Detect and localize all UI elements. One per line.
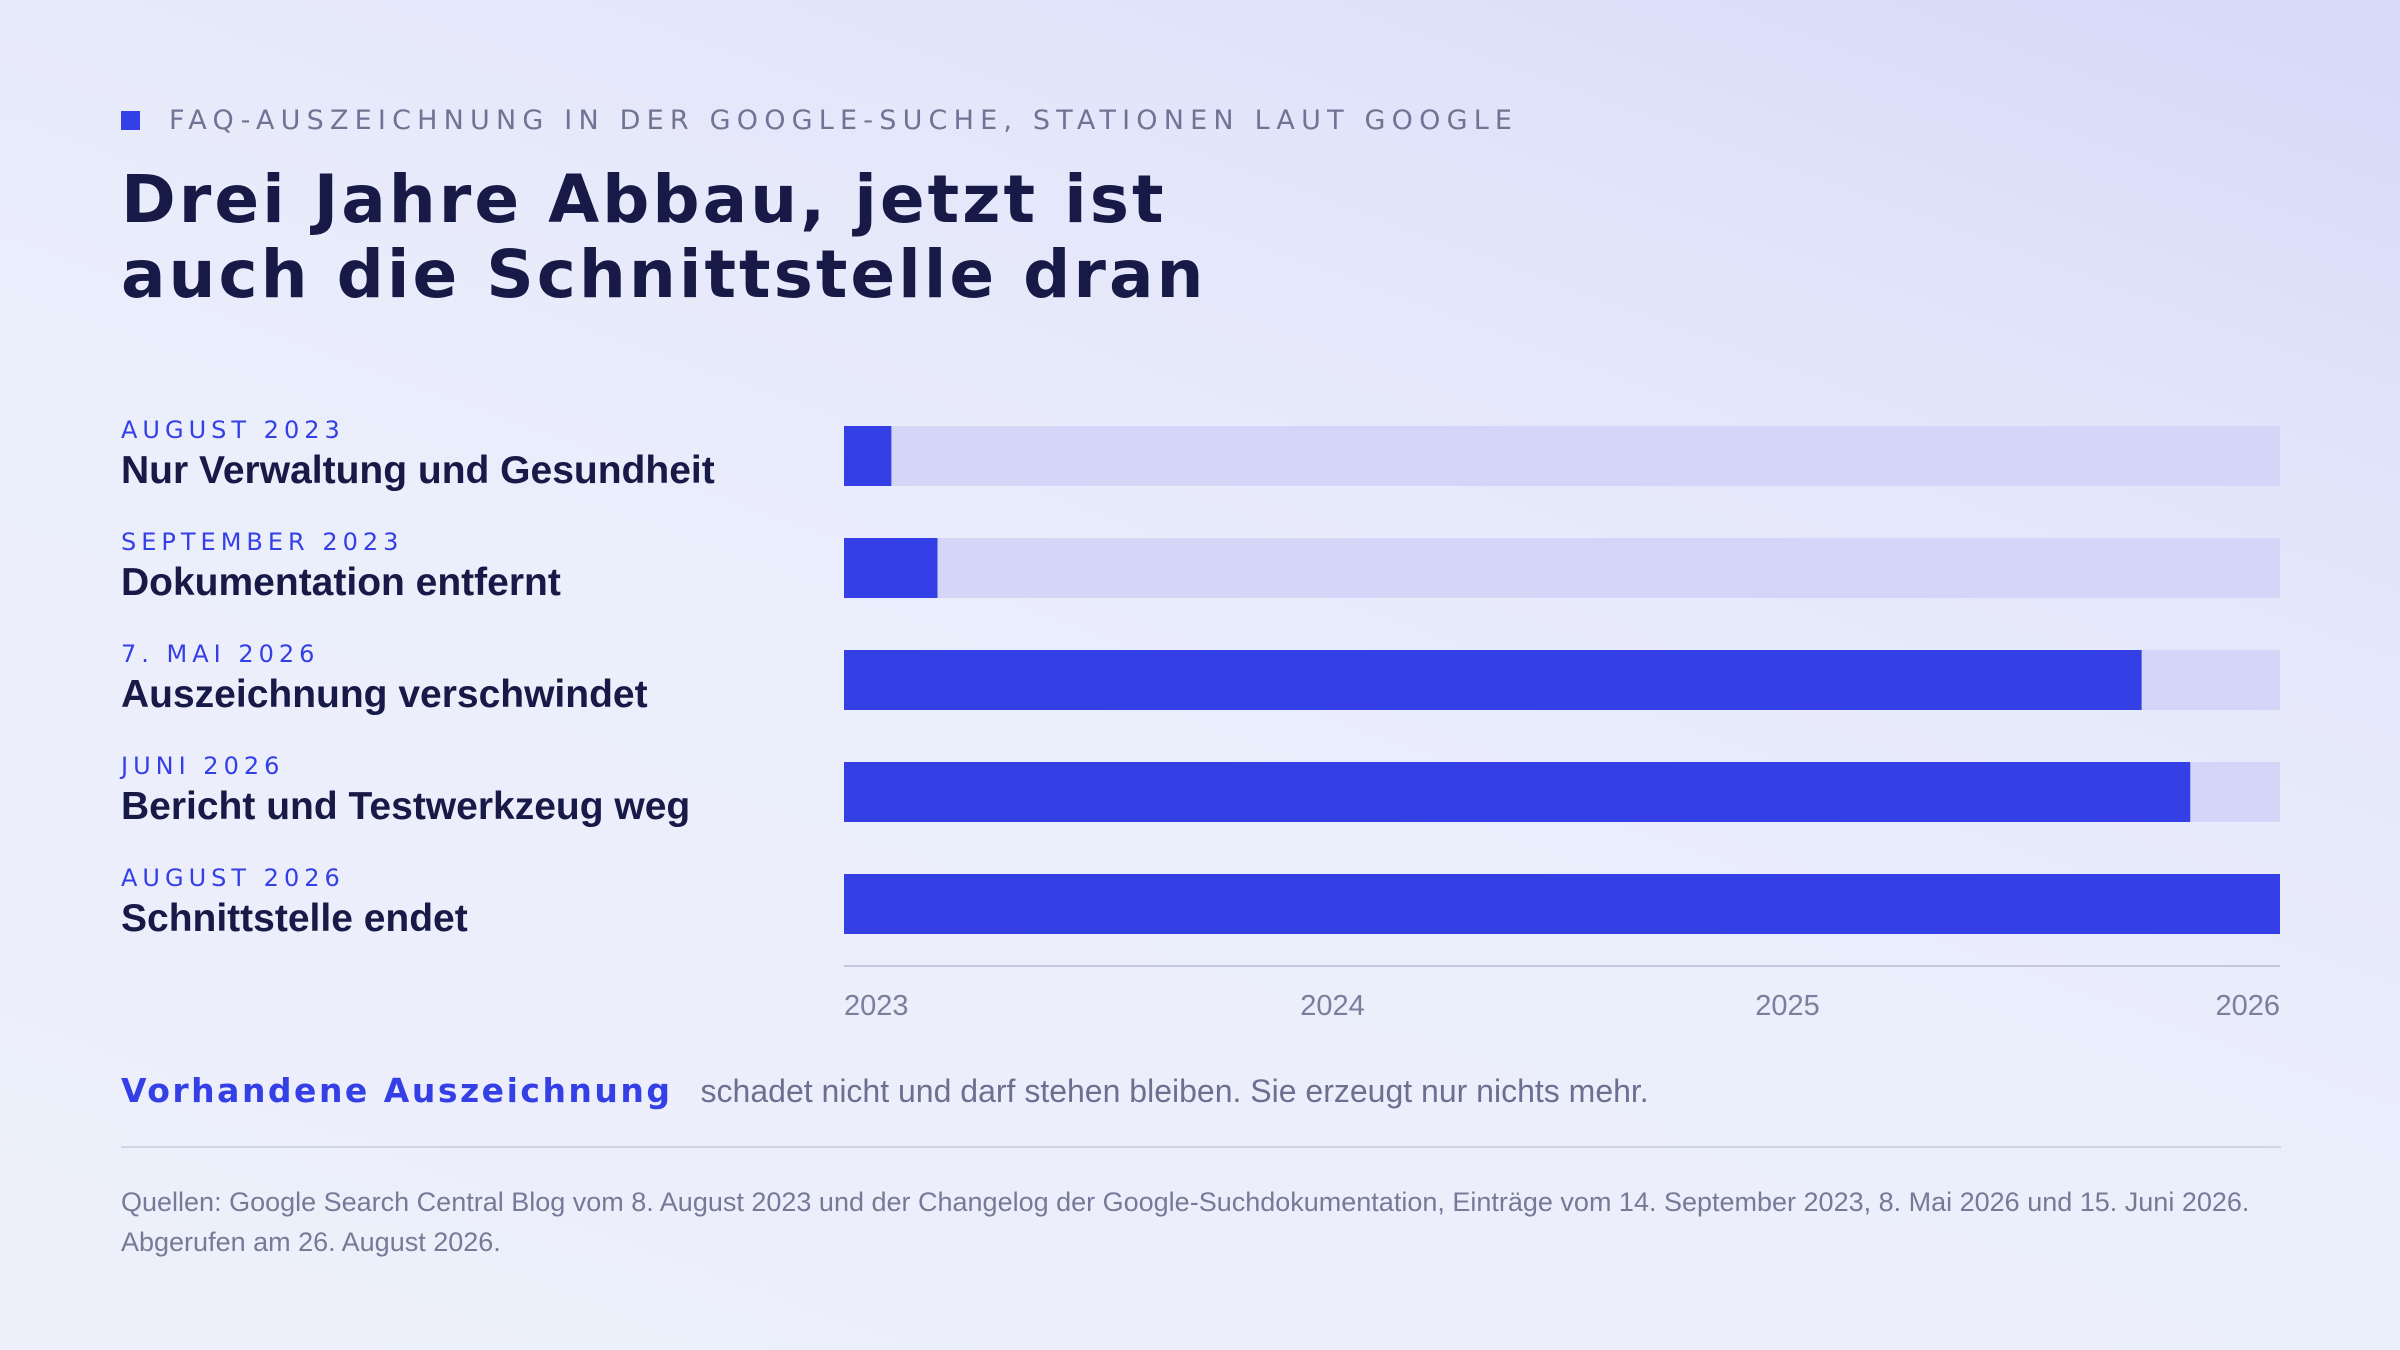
- headline-line-2: auch die Schnittstelle dran: [121, 236, 1207, 313]
- kicker: FAQ-AUSZEICHNUNG IN DER GOOGLE-SUCHE, ST…: [121, 104, 1518, 136]
- row-label-2: 7. MAI 2026 Auszeichnung verschwindet: [121, 639, 821, 719]
- footer-note: Vorhandene Auszeichnung schadet nicht un…: [121, 1071, 1649, 1110]
- row-label-0: AUGUST 2023 Nur Verwaltung und Gesundhei…: [121, 415, 821, 495]
- kicker-square-icon: [121, 110, 140, 130]
- row-title: Nur Verwaltung und Gesundheit: [121, 449, 715, 492]
- footer-text: schadet nicht und darf stehen bleiben. S…: [700, 1073, 1649, 1109]
- bar-1: [844, 538, 938, 598]
- row-label-1: SEPTEMBER 2023 Dokumentation entfernt: [121, 527, 821, 607]
- row-date: 7. MAI 2026: [121, 640, 320, 668]
- x-tick-label-3: 2026: [2215, 990, 2280, 1022]
- page-title: Drei Jahre Abbau, jetzt ist auch die Sch…: [121, 162, 1421, 312]
- row-title: Schnittstelle endet: [121, 897, 468, 940]
- divider: [121, 1146, 2281, 1148]
- bar-3: [844, 762, 2191, 822]
- bar-track-0: [844, 426, 2280, 486]
- row-date: AUGUST 2026: [121, 864, 345, 892]
- x-tick-label-2: 2025: [1755, 990, 1820, 1022]
- bar-0: [844, 426, 892, 486]
- row-title: Auszeichnung verschwindet: [121, 673, 648, 716]
- row-date: AUGUST 2023: [121, 416, 345, 444]
- row-title: Bericht und Testwerkzeug weg: [121, 785, 691, 828]
- sources-note: Quellen: Google Search Central Blog vom …: [121, 1187, 2250, 1257]
- bar-4: [844, 874, 2280, 934]
- bar-2: [844, 650, 2142, 710]
- bar-track-1: [844, 538, 2280, 598]
- footer-highlight: Vorhandene Auszeichnung: [121, 1071, 673, 1110]
- row-date: JUNI 2026: [121, 752, 285, 780]
- row-label-3: JUNI 2026 Bericht und Testwerkzeug weg: [121, 751, 821, 831]
- timeline-bar-chart: 2023 2024 2025 2026: [844, 426, 2280, 1022]
- headline-line-1: Drei Jahre Abbau, jetzt ist: [121, 161, 1167, 238]
- kicker-text: FAQ-AUSZEICHNUNG IN DER GOOGLE-SUCHE, ST…: [169, 104, 1519, 136]
- x-tick-label-1: 2024: [1300, 990, 1365, 1022]
- row-label-4: AUGUST 2026 Schnittstelle endet: [121, 863, 821, 943]
- row-date: SEPTEMBER 2023: [121, 528, 404, 556]
- x-tick-label-0: 2023: [844, 990, 909, 1022]
- row-title: Dokumentation entfernt: [121, 561, 561, 604]
